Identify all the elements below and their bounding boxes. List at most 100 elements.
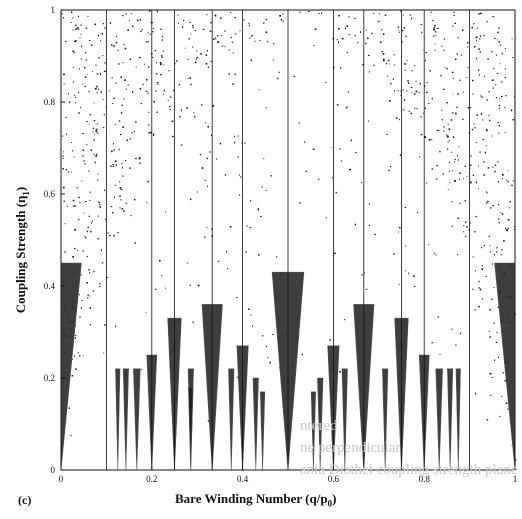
scatter-point	[82, 354, 84, 356]
scatter-point	[280, 18, 283, 21]
scatter-point	[361, 182, 362, 184]
scatter-point	[260, 215, 262, 217]
scatter-point	[228, 73, 230, 75]
scatter-point	[443, 38, 445, 40]
scatter-point	[118, 63, 120, 65]
scatter-point	[434, 252, 436, 254]
scatter-point	[82, 149, 85, 151]
scatter-point	[237, 135, 239, 137]
scatter-point	[496, 39, 498, 41]
scatter-point	[463, 177, 465, 179]
scatter-point	[265, 19, 267, 21]
scatter-point	[514, 226, 515, 228]
scatter-point	[359, 31, 361, 33]
scatter-point	[383, 59, 385, 62]
scatter-point	[250, 59, 252, 61]
scatter-point	[207, 420, 209, 422]
scatter-point	[181, 109, 182, 111]
mode-locking-tongue-edge	[122, 368, 129, 471]
scatter-point	[229, 225, 232, 228]
scatter-point	[436, 165, 438, 167]
y-tick-label: 0.8	[44, 97, 56, 107]
scatter-point	[65, 41, 67, 43]
scatter-point	[224, 174, 227, 176]
scatter-point	[113, 97, 115, 100]
scatter-point	[420, 24, 423, 25]
scatter-point	[354, 34, 356, 37]
scatter-point	[148, 111, 150, 113]
scatter-point	[75, 368, 77, 370]
scatter-point	[368, 224, 370, 227]
scatter-point	[496, 331, 498, 334]
scatter-point	[446, 134, 448, 136]
scatter-point	[138, 157, 141, 158]
scatter-point	[131, 25, 134, 27]
scatter-point	[89, 191, 92, 193]
scatter-point	[471, 79, 474, 82]
scatter-point	[120, 76, 122, 78]
scatter-point	[458, 178, 460, 180]
scatter-point	[476, 58, 478, 60]
scatter-point	[152, 30, 154, 33]
scatter-point	[408, 110, 410, 112]
scatter-point	[490, 207, 492, 209]
x-axis-title-close: )	[332, 491, 337, 506]
scatter-point	[484, 151, 486, 154]
x-tick-label: 1	[513, 474, 518, 484]
scatter-point	[210, 134, 212, 136]
scatter-point	[139, 19, 141, 21]
scatter-point	[361, 274, 363, 276]
scatter-point	[433, 27, 435, 29]
scatter-point	[499, 63, 501, 65]
mode-locking-tongue-edge	[259, 391, 266, 471]
scatter-point	[457, 155, 458, 157]
scatter-point	[174, 62, 176, 65]
y-axis-title-close: )	[13, 186, 29, 192]
scatter-point	[121, 104, 123, 106]
mode-locking-tongue	[435, 368, 443, 470]
scatter-point	[161, 39, 163, 41]
scatter-point	[428, 139, 430, 141]
scatter-point	[89, 324, 91, 326]
scatter-point	[405, 35, 407, 37]
mode-locking-tongue-edge	[447, 368, 454, 471]
scatter-point	[224, 30, 226, 32]
scatter-point	[151, 22, 153, 24]
scatter-point	[70, 22, 72, 24]
scatter-point	[489, 373, 492, 375]
scatter-point	[167, 99, 169, 101]
scatter-point	[419, 156, 421, 158]
scatter-point	[89, 114, 91, 116]
scatter-point	[373, 13, 375, 14]
scatter-point	[86, 121, 88, 122]
scatter-point	[117, 232, 119, 234]
scatter-point	[68, 407, 70, 409]
scatter-point	[457, 93, 459, 95]
scatter-point	[343, 319, 346, 321]
scatter-point	[403, 99, 406, 101]
mode-locking-tongue	[456, 368, 461, 470]
scatter-point	[141, 29, 143, 31]
scatter-point	[332, 176, 334, 179]
scatter-point	[426, 182, 428, 184]
scatter-point	[177, 22, 179, 24]
scatter-point	[261, 186, 263, 188]
scatter-point	[77, 249, 78, 252]
scatter-point	[411, 92, 413, 93]
scatter-point	[483, 160, 485, 163]
scatter-point	[325, 217, 327, 219]
scatter-point	[91, 220, 93, 222]
scatter-point	[339, 371, 341, 373]
scatter-point	[489, 251, 491, 253]
scatter-point	[72, 29, 74, 31]
scatter-point	[106, 277, 108, 278]
scatter-point	[171, 120, 174, 123]
scatter-point	[457, 217, 459, 220]
scatter-point	[433, 28, 435, 30]
scatter-point	[209, 151, 211, 153]
scatter-point	[234, 17, 236, 19]
scatter-point	[119, 195, 121, 197]
scatter-point	[492, 87, 494, 89]
scatter-point	[453, 15, 455, 16]
